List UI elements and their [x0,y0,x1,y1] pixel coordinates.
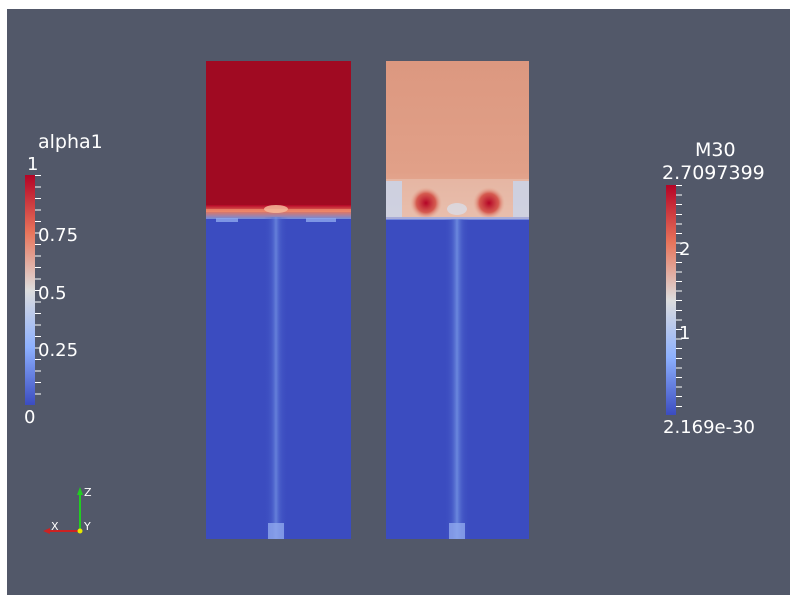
alpha1-max-label: 1 [27,154,39,175]
axis-y-label: Y [84,520,91,533]
alpha1-tick-label: 0.75 [38,225,79,246]
alpha1-field-slice [206,61,351,539]
m30-colorbar-ticks [676,185,682,415]
m30-min-label: 2.169e-30 [663,417,756,438]
m30-colorbar-title: M30 [695,139,736,161]
alpha1-tick-label: 0.5 [38,283,67,304]
alpha1-colorbar-ticks [35,175,41,405]
m30-colorbar [666,185,676,415]
alpha1-tick-label: 0.25 [38,340,79,361]
alpha1-colorbar-title: alpha1 [38,131,103,153]
m30-field-slice [386,61,529,539]
axis-x-label: X [51,520,59,533]
axis-z-label: Z [84,486,92,499]
m30-tick-label: 1 [679,323,691,344]
m30-max-label: 2.7097399 [662,162,765,184]
render-viewport[interactable]: alpha1 1 0.75 0.5 0.25 0 M30 2.7097399 2… [7,9,790,595]
alpha1-colorbar [25,175,35,405]
alpha1-min-label: 0 [24,407,36,428]
orientation-axes [35,485,105,545]
m30-tick-label: 2 [679,239,691,260]
